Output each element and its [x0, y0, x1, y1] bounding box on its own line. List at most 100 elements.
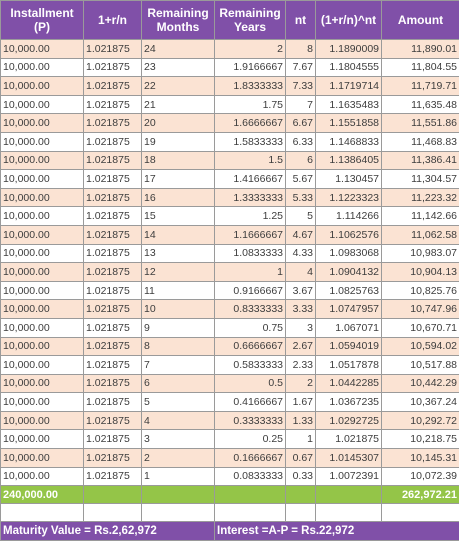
cell-factor[interactable]: 1.1223323 — [316, 188, 382, 207]
cell-remaining-months[interactable]: 2 — [142, 449, 215, 468]
cell-rate[interactable]: 1.021875 — [84, 263, 142, 282]
cell-installment[interactable]: 10,000.00 — [1, 318, 84, 337]
cell-rate[interactable]: 1.021875 — [84, 430, 142, 449]
header-remaining-months[interactable]: Remaining Months — [142, 1, 215, 40]
cell-remaining-months[interactable]: 16 — [142, 188, 215, 207]
cell-remaining-months[interactable]: 5 — [142, 393, 215, 412]
cell-nt[interactable]: 6.67 — [286, 114, 316, 133]
cell-amount[interactable]: 11,386.41 — [382, 151, 459, 170]
cell-remaining-years[interactable]: 1.75 — [215, 95, 286, 114]
cell-factor[interactable]: 1.0983068 — [316, 244, 382, 263]
header-amount[interactable]: Amount — [382, 1, 459, 40]
cell-rate[interactable]: 1.021875 — [84, 77, 142, 96]
cell-remaining-years[interactable]: 2 — [215, 40, 286, 59]
cell-nt[interactable]: 2 — [286, 374, 316, 393]
cell-remaining-years[interactable]: 1.5833333 — [215, 132, 286, 151]
cell-empty[interactable] — [316, 486, 382, 504]
cell-installment[interactable]: 10,000.00 — [1, 95, 84, 114]
cell-factor[interactable]: 1.1551858 — [316, 114, 382, 133]
cell-installment[interactable]: 10,000.00 — [1, 132, 84, 151]
cell-nt[interactable]: 4 — [286, 263, 316, 282]
cell-rate[interactable]: 1.021875 — [84, 114, 142, 133]
cell-rate[interactable]: 1.021875 — [84, 393, 142, 412]
cell-rate[interactable]: 1.021875 — [84, 151, 142, 170]
cell-remaining-months[interactable]: 3 — [142, 430, 215, 449]
cell-remaining-years[interactable]: 0.3333333 — [215, 411, 286, 430]
cell-installment[interactable]: 10,000.00 — [1, 281, 84, 300]
cell-factor[interactable]: 1.0442285 — [316, 374, 382, 393]
header-rate[interactable]: 1+r/n — [84, 1, 142, 40]
cell-rate[interactable]: 1.021875 — [84, 40, 142, 59]
cell-remaining-months[interactable]: 1 — [142, 467, 215, 486]
cell-empty[interactable] — [215, 504, 286, 522]
cell-installment[interactable]: 10,000.00 — [1, 374, 84, 393]
cell-remaining-months[interactable]: 24 — [142, 40, 215, 59]
cell-installment[interactable]: 10,000.00 — [1, 77, 84, 96]
total-installment[interactable]: 240,000.00 — [1, 486, 84, 504]
cell-remaining-months[interactable]: 15 — [142, 207, 215, 226]
header-remaining-years[interactable]: Remaining Years — [215, 1, 286, 40]
cell-remaining-years[interactable]: 0.25 — [215, 430, 286, 449]
cell-rate[interactable]: 1.021875 — [84, 244, 142, 263]
cell-amount[interactable]: 11,890.01 — [382, 40, 459, 59]
cell-rate[interactable]: 1.021875 — [84, 300, 142, 319]
cell-installment[interactable]: 10,000.00 — [1, 337, 84, 356]
cell-installment[interactable]: 10,000.00 — [1, 207, 84, 226]
cell-installment[interactable]: 10,000.00 — [1, 58, 84, 77]
header-nt[interactable]: nt — [286, 1, 316, 40]
cell-amount[interactable]: 10,594.02 — [382, 337, 459, 356]
cell-factor[interactable]: 1.0517878 — [316, 356, 382, 375]
cell-remaining-months[interactable]: 6 — [142, 374, 215, 393]
cell-factor[interactable]: 1.114266 — [316, 207, 382, 226]
cell-nt[interactable]: 7.33 — [286, 77, 316, 96]
cell-rate[interactable]: 1.021875 — [84, 207, 142, 226]
cell-remaining-years[interactable]: 0.0833333 — [215, 467, 286, 486]
cell-remaining-years[interactable]: 0.75 — [215, 318, 286, 337]
cell-nt[interactable]: 1 — [286, 430, 316, 449]
cell-empty[interactable] — [142, 486, 215, 504]
cell-remaining-months[interactable]: 7 — [142, 356, 215, 375]
header-factor[interactable]: (1+r/n)^nt — [316, 1, 382, 40]
cell-rate[interactable]: 1.021875 — [84, 170, 142, 189]
cell-remaining-years[interactable]: 0.9166667 — [215, 281, 286, 300]
cell-nt[interactable]: 4.67 — [286, 225, 316, 244]
cell-remaining-months[interactable]: 14 — [142, 225, 215, 244]
cell-amount[interactable]: 11,635.48 — [382, 95, 459, 114]
cell-rate[interactable]: 1.021875 — [84, 318, 142, 337]
cell-factor[interactable]: 1.0825763 — [316, 281, 382, 300]
cell-nt[interactable]: 7 — [286, 95, 316, 114]
cell-amount[interactable]: 10,983.07 — [382, 244, 459, 263]
cell-factor[interactable]: 1.021875 — [316, 430, 382, 449]
cell-remaining-months[interactable]: 23 — [142, 58, 215, 77]
cell-empty[interactable] — [286, 486, 316, 504]
cell-remaining-months[interactable]: 10 — [142, 300, 215, 319]
cell-remaining-years[interactable]: 1.1666667 — [215, 225, 286, 244]
cell-installment[interactable]: 10,000.00 — [1, 411, 84, 430]
cell-installment[interactable]: 10,000.00 — [1, 449, 84, 468]
interest-value[interactable]: Interest =A-P = Rs.22,972 — [215, 522, 459, 541]
cell-empty[interactable] — [142, 504, 215, 522]
cell-empty[interactable] — [382, 504, 459, 522]
cell-remaining-years[interactable]: 1.0833333 — [215, 244, 286, 263]
cell-rate[interactable]: 1.021875 — [84, 132, 142, 151]
maturity-value[interactable]: Maturity Value = Rs.2,62,972 — [1, 522, 215, 541]
cell-amount[interactable]: 10,825.76 — [382, 281, 459, 300]
cell-remaining-months[interactable]: 8 — [142, 337, 215, 356]
cell-remaining-years[interactable]: 0.5833333 — [215, 356, 286, 375]
cell-rate[interactable]: 1.021875 — [84, 58, 142, 77]
cell-remaining-years[interactable]: 1.25 — [215, 207, 286, 226]
cell-remaining-years[interactable]: 0.6666667 — [215, 337, 286, 356]
cell-nt[interactable]: 3 — [286, 318, 316, 337]
cell-remaining-months[interactable]: 20 — [142, 114, 215, 133]
cell-nt[interactable]: 3.33 — [286, 300, 316, 319]
cell-remaining-years[interactable]: 1.9166667 — [215, 58, 286, 77]
cell-nt[interactable]: 7.67 — [286, 58, 316, 77]
cell-amount[interactable]: 10,670.71 — [382, 318, 459, 337]
cell-nt[interactable]: 6 — [286, 151, 316, 170]
cell-amount[interactable]: 11,719.71 — [382, 77, 459, 96]
cell-remaining-years[interactable]: 0.4166667 — [215, 393, 286, 412]
cell-factor[interactable]: 1.1804555 — [316, 58, 382, 77]
cell-nt[interactable]: 5 — [286, 207, 316, 226]
cell-rate[interactable]: 1.021875 — [84, 337, 142, 356]
cell-amount[interactable]: 10,442.29 — [382, 374, 459, 393]
